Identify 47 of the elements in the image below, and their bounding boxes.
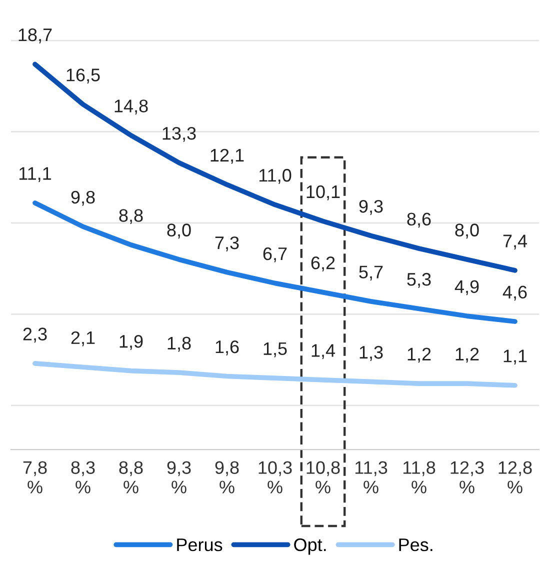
data-label: 6,7 [263,247,287,262]
data-label: 14,8 [114,100,148,115]
data-label: 18,7 [18,28,52,44]
x-tick-label: 12,3 % [450,461,484,494]
x-tick-label: 10,8 % [306,461,340,494]
data-label: 9,3 [359,200,383,215]
data-label: 7,4 [503,234,528,250]
data-label: 8,0 [167,224,191,239]
x-tick-label: 8,8 % [119,461,143,494]
data-label: 1,2 [408,348,431,363]
legend-label: Pes. [399,538,432,552]
data-label: 10,1 [306,185,340,200]
data-label: 2,3 [23,328,47,343]
data-label: 13,3 [162,126,196,142]
x-tick-label: 12,8 % [498,461,532,494]
x-tick-label: 9,3 % [167,461,191,494]
data-label: 1,9 [120,334,143,350]
data-label: 8,0 [455,224,479,239]
data-label: 5,3 [407,272,431,288]
x-tick-label: 11,3 % [355,461,388,494]
x-tick-label: 10,3 % [258,461,292,494]
data-label: 11,0 [259,168,292,184]
data-label: 7,3 [215,236,239,252]
data-label: 2,1 [71,331,95,346]
data-label: 8,6 [407,212,431,228]
data-label: 1,4 [312,344,336,360]
x-tick-label: 8,3 % [71,461,95,494]
data-label: 12,1 [210,148,244,164]
data-label: 1,8 [168,336,191,352]
data-label: 6,2 [311,256,335,272]
x-tick-label: 11,8 % [403,461,436,494]
data-label: 1,5 [264,342,287,358]
data-label: 8,8 [119,209,143,224]
data-label: 4,6 [502,286,527,301]
data-label: 1,3 [360,346,383,361]
data-label: 5,7 [359,266,383,281]
legend-label: Perus [177,538,222,552]
data-label: 1,2 [456,348,479,363]
data-label: 4,9 [454,280,479,296]
data-label: 11,1 [19,167,52,182]
data-label: 9,8 [71,190,95,206]
x-tick-label: 9,8 % [215,461,239,494]
x-tick-label: 7,8 % [23,461,47,494]
data-label: 1,6 [216,340,239,356]
legend-label: Opt. [294,538,326,555]
data-label: 16,5 [66,68,100,84]
data-label: 1,1 [504,350,527,364]
